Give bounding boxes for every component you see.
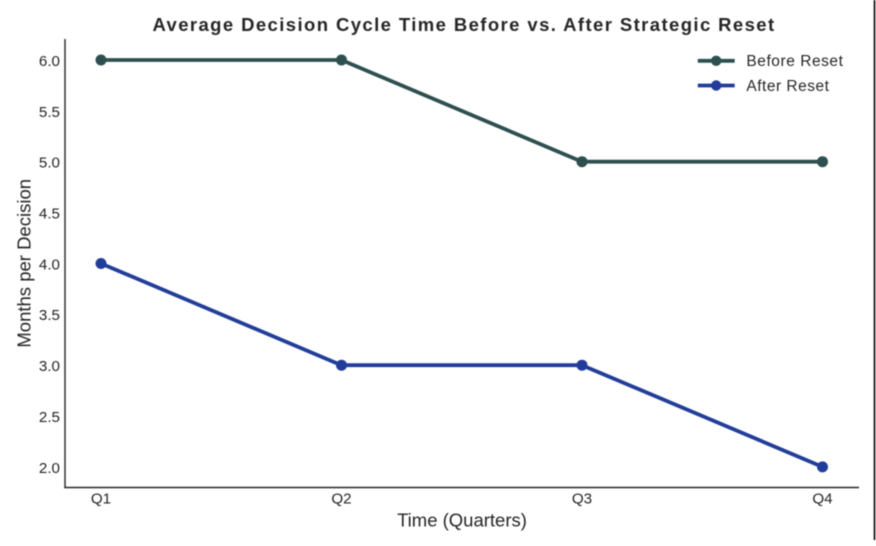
svg-text:Before Reset: Before Reset [746, 53, 843, 70]
svg-text:6.0: 6.0 [39, 53, 60, 70]
svg-text:Q2: Q2 [331, 491, 351, 508]
svg-text:2.5: 2.5 [39, 409, 60, 426]
svg-text:Q1: Q1 [91, 491, 111, 508]
svg-text:Q4: Q4 [812, 491, 832, 508]
svg-text:4.5: 4.5 [39, 206, 60, 223]
svg-text:Average Decision Cycle Time Be: Average Decision Cycle Time Before vs. A… [152, 14, 775, 35]
svg-text:3.0: 3.0 [39, 358, 60, 375]
svg-text:3.5: 3.5 [39, 307, 60, 324]
svg-text:2.0: 2.0 [39, 460, 60, 477]
svg-text:4.0: 4.0 [39, 256, 60, 273]
svg-text:5.5: 5.5 [39, 104, 60, 121]
svg-text:Months per Decision: Months per Decision [14, 179, 35, 348]
svg-text:Time (Quarters): Time (Quarters) [397, 509, 527, 530]
svg-text:After Reset: After Reset [746, 78, 829, 95]
svg-text:Q3: Q3 [572, 491, 592, 508]
svg-text:5.0: 5.0 [39, 155, 60, 172]
